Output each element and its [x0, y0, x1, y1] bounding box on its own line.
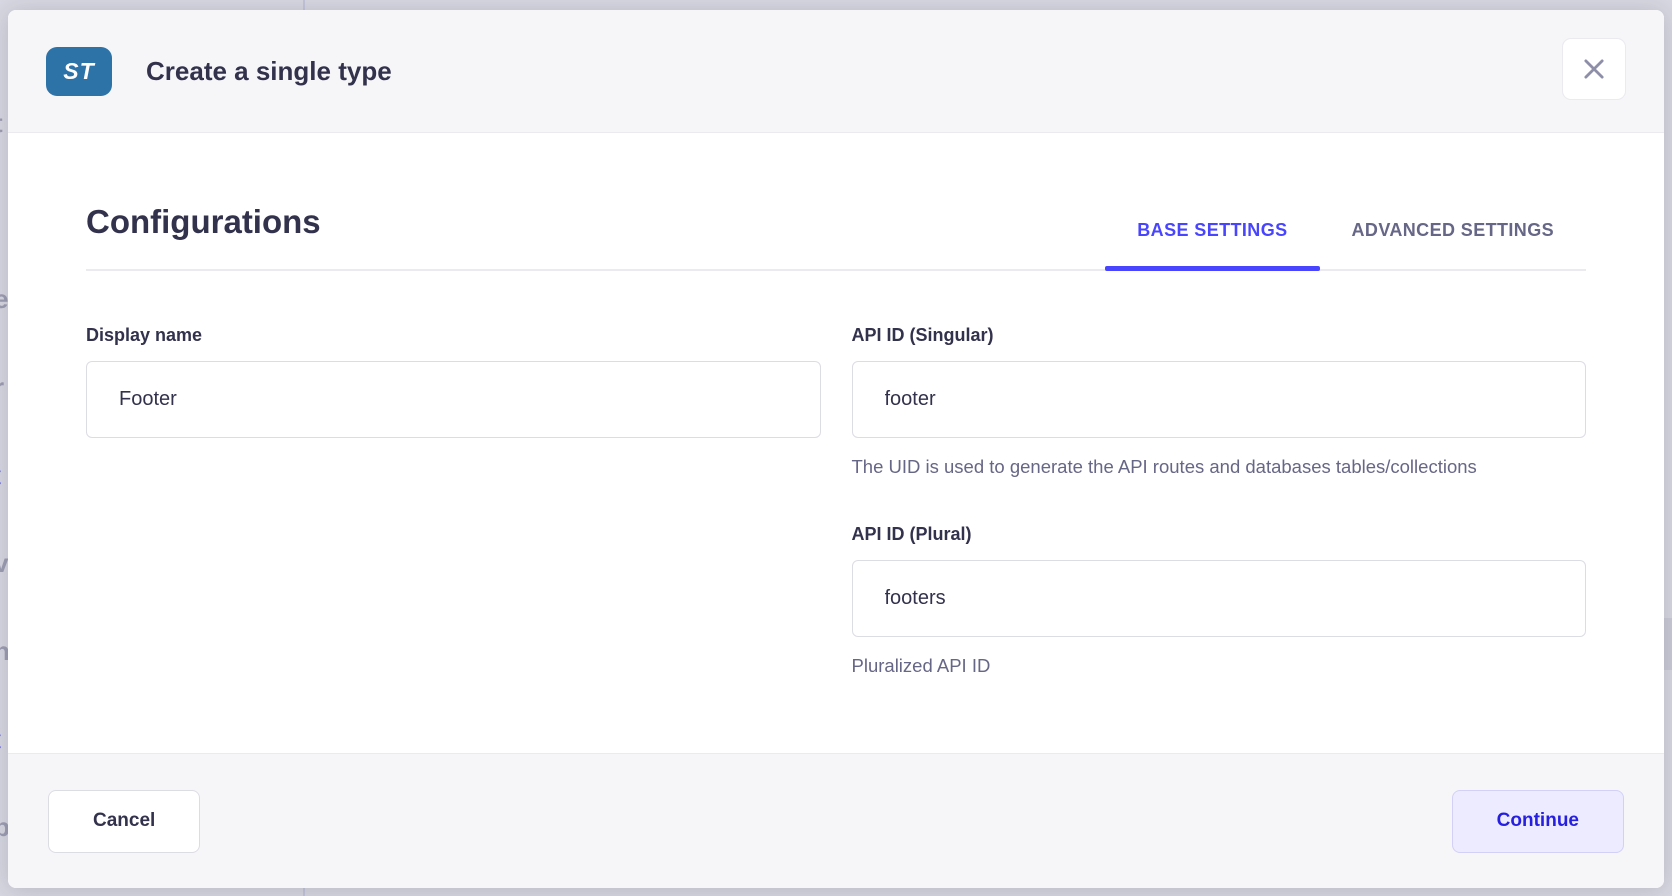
api-id-singular-field-group: API ID (Singular) The UID is used to gen…	[851, 325, 1586, 482]
configurations-header: Configurations BASE SETTINGS ADVANCED SE…	[86, 203, 1586, 271]
single-type-badge: ST	[46, 46, 112, 96]
api-id-plural-label: API ID (Plural)	[851, 523, 972, 544]
tab-base-settings[interactable]: BASE SETTINGS	[1105, 220, 1320, 271]
background-text-fragment: e	[0, 284, 8, 314]
tab-base-settings-label: BASE SETTINGS	[1137, 220, 1288, 240]
api-id-singular-input[interactable]	[851, 361, 1586, 438]
close-icon	[1580, 55, 1608, 83]
display-name-input[interactable]	[86, 361, 821, 438]
background-text-fragment: t	[0, 460, 8, 491]
tab-advanced-settings-label: ADVANCED SETTINGS	[1351, 220, 1554, 240]
background-text-fragment: r	[0, 372, 8, 403]
modal-body: Configurations BASE SETTINGS ADVANCED SE…	[8, 133, 1664, 753]
api-id-plural-field-group: API ID (Plural) Pluralized API ID	[851, 523, 1586, 681]
settings-tabs: BASE SETTINGS ADVANCED SETTINGS	[1105, 220, 1586, 271]
display-name-label: Display name	[86, 325, 203, 345]
background-text-fragment: t	[0, 108, 8, 139]
create-single-type-modal: ST Create a single type Configurations B…	[8, 10, 1664, 888]
background-element-edge	[1664, 618, 1672, 670]
left-column: Display name	[86, 325, 821, 680]
right-column: API ID (Singular) The UID is used to gen…	[851, 325, 1586, 681]
background-text-fragment: n	[0, 636, 8, 666]
modal-header: ST Create a single type	[8, 10, 1664, 133]
section-heading: Configurations	[86, 203, 321, 240]
form-fields: Display name API ID (Singular) The UID i…	[86, 325, 1586, 680]
api-id-plural-hint: Pluralized API ID	[851, 654, 991, 676]
display-name-field-group: Display name	[86, 325, 821, 438]
background-text-fragment: b	[0, 812, 8, 842]
background-text-fragment: i	[0, 196, 8, 227]
active-tab-underline	[1105, 266, 1320, 271]
background-text-fragment: t	[0, 724, 8, 755]
close-button[interactable]	[1562, 38, 1626, 100]
modal-title: Create a single type	[146, 55, 392, 86]
tab-advanced-settings[interactable]: ADVANCED SETTINGS	[1320, 220, 1586, 269]
modal-footer: Cancel Continue	[8, 753, 1664, 888]
api-id-plural-input[interactable]	[851, 559, 1586, 637]
cancel-button[interactable]: Cancel	[48, 789, 201, 853]
api-id-singular-label: API ID (Singular)	[851, 325, 994, 345]
background-text-fragment: v	[0, 548, 8, 578]
continue-button[interactable]: Continue	[1451, 789, 1624, 853]
api-id-singular-hint: The UID is used to generate the API rout…	[851, 456, 1477, 477]
